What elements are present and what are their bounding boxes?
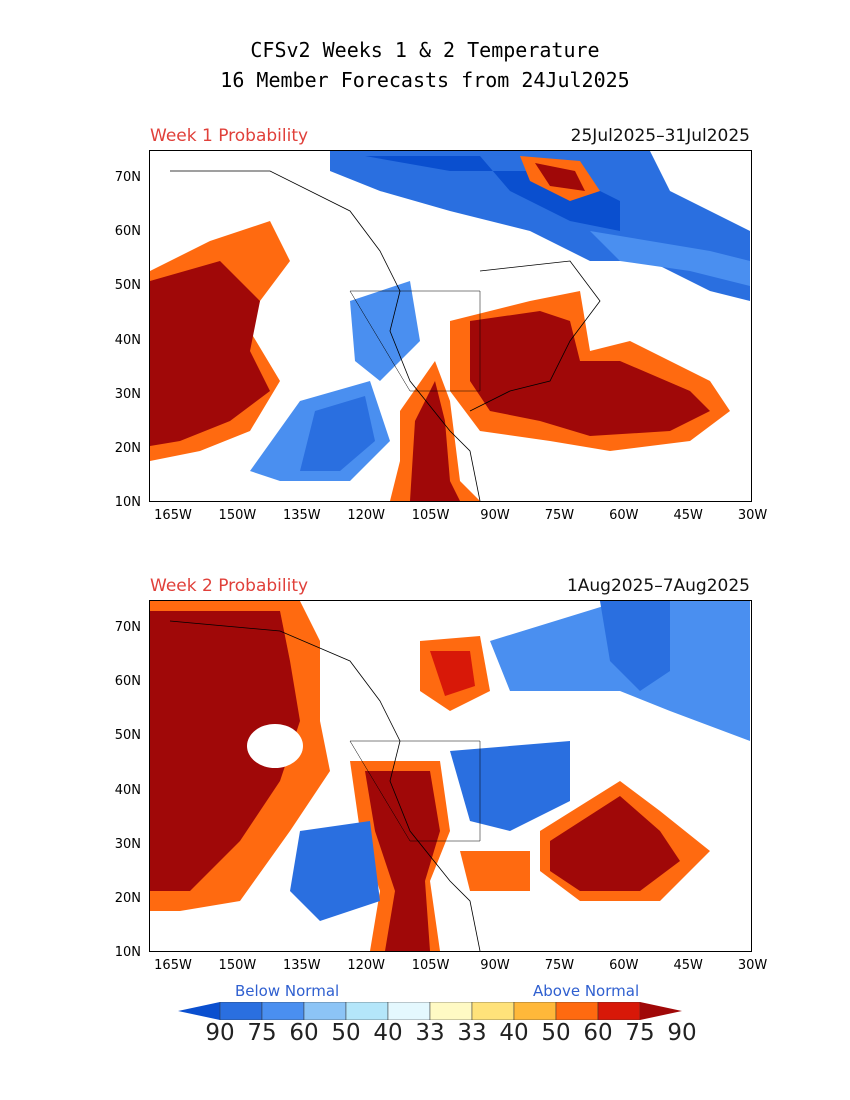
legend-colorbar: [178, 1002, 682, 1020]
legend-value: 60: [289, 1020, 319, 1046]
lon-label: 45W: [673, 958, 703, 973]
lon-label: 105W: [411, 958, 450, 973]
lat-label: 70N: [114, 620, 141, 635]
lon-label: 60W: [609, 958, 639, 973]
legend-value: 60: [583, 1020, 613, 1046]
legend-swatch: [597, 1002, 641, 1020]
lat-label: 50N: [114, 728, 141, 744]
legend-value: 75: [625, 1020, 655, 1046]
lat-label: 20N: [114, 891, 141, 906]
legend-swatch: [387, 1002, 431, 1020]
week2-panel-label: Week 2 Probability: [150, 576, 309, 596]
lon-label: 120W: [347, 508, 386, 523]
lat-label: 40N: [114, 782, 141, 798]
legend-value: 50: [331, 1020, 361, 1046]
lon-label: 75W: [544, 958, 575, 973]
legend-swatch: [303, 1002, 347, 1020]
legend-value: 75: [247, 1020, 277, 1046]
lat-label: 50N: [114, 278, 141, 294]
lon-label: 165W: [154, 958, 192, 973]
lon-label: 135W: [282, 508, 321, 523]
legend-below-normal-label: Below Normal: [235, 982, 340, 1000]
legend-value: 90: [205, 1020, 235, 1046]
week1-probability-map: [149, 150, 752, 502]
lon-label: 150W: [218, 958, 257, 973]
week2-probability-map: [149, 600, 752, 952]
legend-value: 40: [373, 1020, 403, 1046]
lon-label: 45W: [673, 508, 703, 523]
legend-above-normal-label: Above Normal: [533, 982, 640, 1000]
legend-value: 33: [415, 1020, 445, 1046]
lon-label: 150W: [218, 508, 257, 523]
lat-label: 10N: [114, 495, 141, 511]
lon-label: 30W: [737, 958, 768, 973]
lat-label: 70N: [114, 170, 141, 185]
week1-panel-label: Week 1 Probability: [150, 126, 309, 146]
lon-label: 165W: [154, 508, 192, 523]
lon-label: 60W: [609, 508, 639, 523]
legend-swatch: [345, 1002, 389, 1020]
lon-label: 135W: [282, 958, 321, 973]
lat-label: 30N: [114, 836, 141, 852]
legend-swatch: [555, 1002, 599, 1020]
week2-map-svg: [150, 601, 751, 951]
chart-title-line2: 16 Member Forecasts from 24Jul2025: [220, 68, 630, 92]
legend-swatch: [261, 1002, 305, 1020]
legend-value: 40: [499, 1020, 529, 1046]
legend-swatch: [471, 1002, 515, 1020]
week2-date-range: 1Aug2025–7Aug2025: [566, 576, 750, 596]
legend-swatch: [640, 1002, 682, 1020]
lon-label: 90W: [480, 508, 510, 523]
lon-label: 75W: [544, 508, 575, 523]
lon-label: 90W: [480, 958, 510, 973]
legend-swatch: [178, 1002, 220, 1020]
legend-swatch: [513, 1002, 557, 1020]
legend-value: 90: [667, 1020, 697, 1046]
week1-map-svg: [150, 151, 751, 501]
legend-swatch: [219, 1002, 263, 1020]
chart-title-line1: CFSv2 Weeks 1 & 2 Temperature: [250, 38, 600, 62]
lat-label: 30N: [114, 386, 141, 402]
lat-label: 10N: [114, 945, 141, 961]
lat-label: 60N: [114, 674, 141, 690]
legend-value: 33: [457, 1020, 487, 1046]
legend-value: 50: [541, 1020, 571, 1046]
lat-label: 20N: [114, 441, 141, 456]
lon-label: 105W: [411, 508, 450, 523]
lon-label: 120W: [347, 958, 386, 973]
lon-label: 30W: [737, 508, 768, 523]
lat-label: 40N: [114, 332, 141, 348]
week1-date-range: 25Jul2025–31Jul2025: [570, 126, 750, 146]
legend-swatch: [429, 1002, 473, 1020]
lat-label: 60N: [114, 224, 141, 240]
